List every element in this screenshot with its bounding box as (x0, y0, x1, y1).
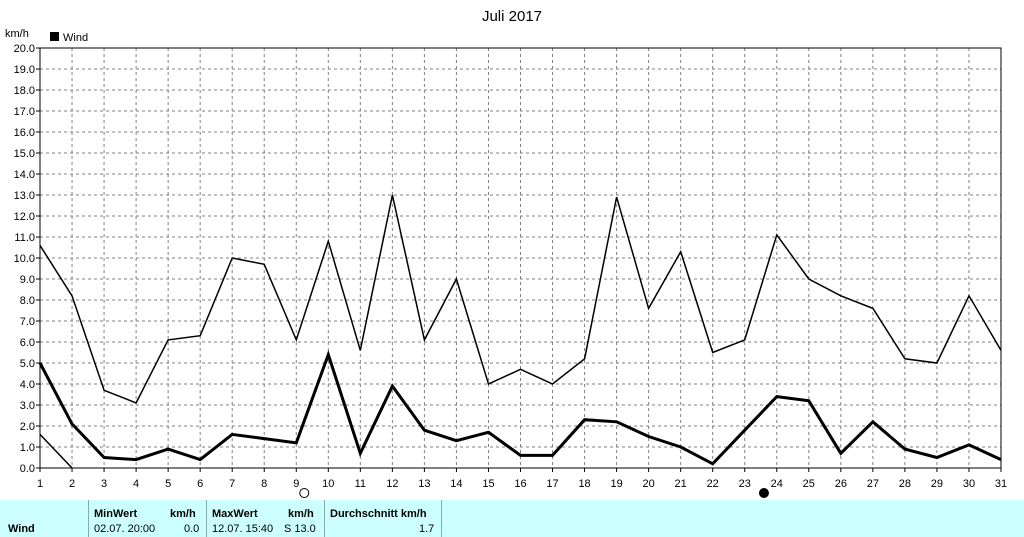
y-tick-label: 9.0 (20, 274, 35, 286)
min-value: 0.0 (184, 523, 200, 535)
x-tick-label: 1 (37, 478, 43, 490)
x-tick-label: 28 (899, 478, 911, 490)
y-tick-label: 2.0 (20, 421, 35, 433)
y-tick-label: 16.0 (14, 127, 35, 139)
y-tick-label: 0.0 (20, 463, 35, 475)
x-tick-label: 29 (931, 478, 943, 490)
x-tick-label: 15 (482, 478, 494, 490)
x-tick-label: 18 (578, 478, 590, 490)
min-header: MinWert (94, 508, 138, 520)
x-tick-label: 4 (133, 478, 139, 490)
stats-divider (324, 500, 325, 537)
x-tick-label: 24 (771, 478, 783, 490)
y-tick-label: 19.0 (14, 64, 35, 76)
series-lines (38, 194, 1002, 469)
y-tick-label: 15.0 (14, 148, 35, 160)
x-tick-label: 16 (514, 478, 526, 490)
max-unit: km/h (288, 508, 314, 520)
x-tick-label: 11 (355, 478, 366, 490)
x-tick-label: 21 (675, 478, 687, 490)
y-tick-label: 13.0 (14, 190, 35, 202)
y-tick-label: 14.0 (14, 169, 35, 181)
y-tick-label: 6.0 (20, 337, 35, 349)
wind-chart: Juli 2017 km/h Wind 0.0 1.0 2.0 3.0 4.0 5.0 6.… (5, 8, 1007, 498)
full-moon-icon (299, 488, 310, 498)
statistics-bar: Wind MinWert km/h 02.07. 20:00 0.0 MaxWe… (0, 500, 1024, 537)
x-tick-label: 6 (197, 478, 203, 490)
y-tick-label: 20.0 (14, 43, 35, 55)
y-axis-unit: km/h (5, 28, 29, 40)
y-tick-label: 4.0 (20, 379, 35, 391)
stats-divider (206, 500, 207, 537)
y-tick-label: 12.0 (14, 211, 35, 223)
y-tick-label: 5.0 (20, 358, 35, 370)
y-tick-label: 11.0 (14, 232, 35, 244)
moon-phase-markers (299, 488, 769, 498)
x-tick-label: 27 (867, 478, 879, 490)
y-tick-label: 1.0 (20, 442, 35, 454)
y-tick-label: 10.0 (14, 253, 35, 265)
min-time: 02.07. 20:00 (94, 523, 156, 535)
max-time: 12.07. 15:40 (212, 523, 274, 535)
y-tick-label: 3.0 (20, 400, 35, 412)
stats-divider (441, 500, 442, 537)
x-tick-label: 10 (322, 478, 334, 490)
y-axis: 0.0 1.0 2.0 3.0 4.0 5.0 6.0 7.0 8.0 9.0 10.0 11.0 12… (14, 43, 40, 475)
grid-lines (39, 47, 1002, 469)
x-tick-label: 14 (450, 478, 462, 490)
series-line-avg (38, 349, 1002, 466)
x-tick-label: 13 (418, 478, 430, 490)
x-tick-label: 2 (69, 478, 75, 490)
x-tick-label: 5 (165, 478, 171, 490)
stats-divider (88, 500, 89, 537)
y-tick-label: 8.0 (20, 295, 35, 307)
chart-title: Juli 2017 (482, 8, 542, 25)
min-unit: km/h (170, 508, 196, 520)
series-line-max (39, 194, 1002, 404)
x-tick-label: 26 (835, 478, 847, 490)
x-tick-label: 30 (963, 478, 975, 490)
max-header: MaxWert (212, 508, 258, 520)
avg-value: 1.7 (419, 523, 435, 535)
x-tick-label: 3 (101, 478, 107, 490)
new-moon-icon (758, 488, 769, 498)
x-tick-label: 12 (386, 478, 398, 490)
x-tick-label: 22 (707, 478, 719, 490)
x-tick-label: 9 (293, 478, 299, 490)
x-tick-label: 25 (803, 478, 815, 490)
y-tick-label: 7.0 (20, 316, 35, 328)
x-tick-label: 31 (995, 478, 1007, 490)
y-tick-label: 18.0 (14, 85, 35, 97)
x-tick-label: 17 (546, 478, 558, 490)
x-tick-label: 7 (229, 478, 235, 490)
x-tick-label: 20 (643, 478, 655, 490)
x-tick-label: 23 (739, 478, 751, 490)
max-value: S 13.0 (284, 523, 316, 535)
legend-label: Wind (63, 32, 88, 44)
stats-label: Wind (8, 523, 35, 535)
x-axis: 1 2 3 4 5 6 7 8 9 10 11 12 13 14 15 16 17 18 19 20 21 22 23 24 2… (37, 468, 1007, 490)
series-line-min (39, 433, 73, 469)
y-tick-label: 17.0 (14, 106, 35, 118)
legend-swatch (50, 32, 59, 41)
avg-header: Durchschnitt km/h (330, 508, 427, 520)
x-tick-label: 19 (610, 478, 622, 490)
x-tick-label: 8 (261, 478, 267, 490)
